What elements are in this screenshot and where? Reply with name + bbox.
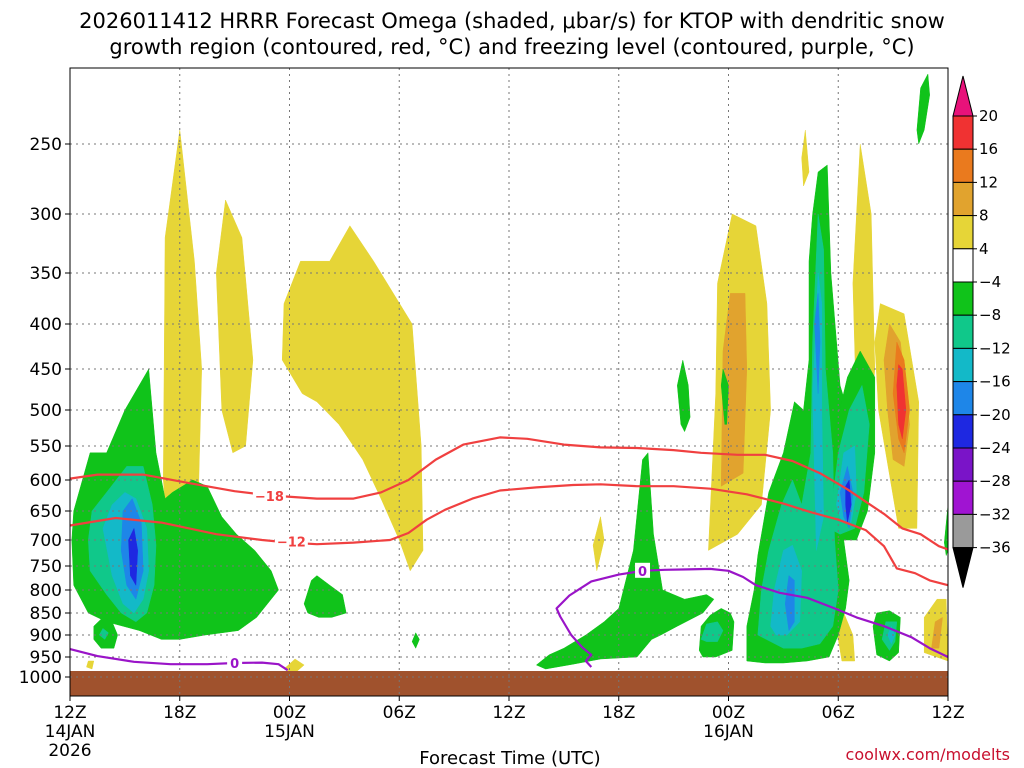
colorbar-label: 20: [979, 107, 998, 125]
y-tick-label: 850: [30, 604, 62, 624]
contour-label-bg: [635, 562, 651, 578]
grid-lines: [70, 68, 948, 696]
colorbar-label: −12: [979, 339, 1011, 357]
x-tick-label: 18Z: [602, 703, 635, 723]
colorbar-label: −16: [979, 373, 1011, 391]
omega-region-neg4: [677, 359, 691, 433]
x-tick-label: 12Z: [53, 703, 86, 723]
colorbar: 20 16 12 8 4 −4 −8 −12 −16 −20 −24 −28 −32 −36: [952, 75, 1011, 588]
colorbar-label: 8: [979, 207, 989, 225]
y-tick-label: 250: [30, 135, 62, 155]
colorbar-swatch: [952, 215, 974, 250]
y-tick-label: 350: [30, 264, 62, 284]
omega-region-4: [86, 660, 95, 670]
y-tick-label: 700: [30, 531, 62, 551]
contour-label-bg: [227, 655, 243, 670]
x-tick-date: 16JAN: [703, 722, 754, 742]
colorbar-swatch: [952, 447, 974, 482]
colorbar-label: 12: [979, 173, 998, 191]
colorbar-swatch: [952, 414, 974, 449]
x-tick-date: 14JAN: [45, 722, 96, 742]
colorbar-top-arrow: [952, 75, 974, 117]
omega-region-neg4: [720, 368, 729, 425]
omega-region-4: [592, 516, 605, 571]
colorbar-swatch: [952, 314, 974, 349]
omega-region-neg4: [303, 575, 347, 618]
omega-region-4: [801, 129, 810, 187]
contour-label-bg: [274, 533, 308, 549]
x-tick-label: 00Z: [712, 703, 745, 723]
omega-region-8: [720, 293, 748, 487]
contour-label: −18: [255, 490, 284, 505]
x-tick-label: 12Z: [931, 703, 964, 723]
colorbar-swatch: [952, 381, 974, 416]
omega-region-neg20: [128, 527, 138, 587]
omega-region-4: [281, 225, 424, 572]
x-tick-date: 15JAN: [264, 722, 315, 742]
y-tick-label: 900: [30, 626, 62, 646]
omega-region-neg4: [535, 452, 715, 670]
y-tick-label: 450: [30, 360, 62, 380]
x-axis-title: Forecast Time (UTC): [419, 748, 600, 768]
omega-region-neg16: [784, 575, 795, 632]
chart-title-line-2: growth region (contoured, red, °C) and f…: [109, 35, 914, 59]
colorbar-swatch: [952, 281, 974, 316]
colorbar-swatch: [952, 148, 974, 183]
omega-region-8: [931, 616, 943, 649]
colorbar-label: −28: [979, 472, 1011, 490]
omega-region-16: [896, 363, 907, 439]
colorbar-label: 4: [979, 240, 989, 258]
y-tick-label: 600: [30, 471, 62, 491]
omega-region-neg8: [98, 628, 109, 640]
chart-title-line-1: 2026011412 HRRR Forecast Omega (shaded, …: [79, 9, 945, 33]
y-tick-label: 800: [30, 581, 62, 601]
x-tick-label: 00Z: [273, 703, 306, 723]
colorbar-swatch: [952, 181, 974, 217]
x-tick-label: 18Z: [163, 703, 196, 723]
colorbar-swatch: [952, 248, 974, 283]
omega-region-neg8: [700, 621, 724, 642]
y-tick-label: 950: [30, 648, 62, 668]
colorbar-label: −24: [979, 439, 1011, 457]
credit-text: coolwx.com/modelts: [846, 745, 1010, 764]
contour-label-bg: [252, 488, 286, 504]
colorbar-label: −4: [979, 273, 1001, 291]
contour-label: −12: [277, 536, 306, 551]
omega-region-neg16: [814, 293, 821, 394]
x-tick-label: 12Z: [492, 703, 525, 723]
colorbar-swatch: [952, 347, 974, 383]
y-tick-label: 1000: [19, 668, 62, 688]
omega-region-neg4: [411, 632, 420, 649]
omega-shading: [71, 73, 949, 674]
contour-line-0: [555, 567, 949, 668]
colorbar-bottom-arrow: [952, 547, 974, 588]
contour-label: 0: [638, 565, 647, 580]
y-tick-label: 550: [30, 437, 62, 457]
colorbar-label: 16: [979, 140, 998, 158]
contour-line-0: [69, 648, 289, 672]
y-tick-label: 500: [30, 401, 62, 421]
temperature-contours: −18 −12 0 0: [69, 436, 949, 672]
y-tick-label: 300: [30, 205, 62, 225]
omega-region-neg4: [916, 73, 930, 145]
omega-region-4: [216, 199, 254, 454]
y-tick-label: 400: [30, 315, 62, 335]
pressure-axis: 2503003504004505005506006507007508008509…: [19, 135, 70, 688]
contour-label: 0: [230, 657, 239, 672]
colorbar-label: −32: [979, 505, 1011, 523]
colorbar-swatch: [952, 480, 974, 515]
colorbar-swatch: [952, 115, 974, 150]
colorbar-label: −8: [979, 306, 1001, 324]
x-tick-year: 2026: [48, 741, 91, 761]
x-tick-label: 06Z: [383, 703, 416, 723]
colorbar-label: −36: [979, 539, 1011, 557]
y-tick-label: 750: [30, 557, 62, 577]
colorbar-label: −20: [979, 406, 1011, 424]
colorbar-swatch: [952, 513, 974, 549]
y-tick-label: 650: [30, 502, 62, 522]
x-tick-label: 06Z: [822, 703, 855, 723]
